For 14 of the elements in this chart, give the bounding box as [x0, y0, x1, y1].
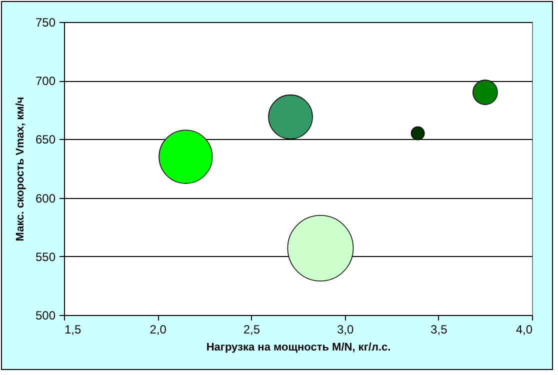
x-axis-title: Нагрузка на мощность M/N, кг/л.с.: [206, 342, 391, 354]
x-tick-label: 2,0: [150, 322, 167, 336]
y-axis-title: Макс. скорость Vmax, км/ч: [14, 96, 26, 242]
y-tick-label: 650: [35, 132, 56, 147]
y-tick-label: 500: [35, 308, 56, 322]
x-tick-label: 3,0: [336, 322, 354, 336]
y-tick-label: 550: [35, 250, 56, 264]
x-tick-label: 3,5: [430, 322, 448, 336]
x-tick-label: 1,5: [64, 322, 82, 336]
y-tick-label: 750: [35, 16, 56, 30]
x-tick-label: 4,0: [516, 322, 533, 336]
y-tick-label: 600: [35, 191, 56, 206]
y-tick-label: 700: [35, 74, 56, 88]
x-tick-label: 2,5: [243, 322, 260, 336]
